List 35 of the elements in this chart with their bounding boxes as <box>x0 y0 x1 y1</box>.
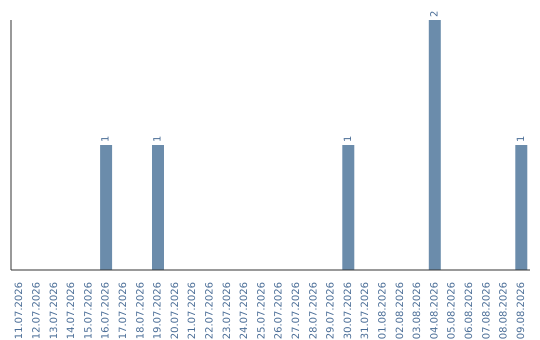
x-tick-label: 23.07.2026 <box>222 282 233 340</box>
x-tick-label: 14.07.2026 <box>66 282 78 340</box>
x-tick-label: 18.07.2026 <box>135 282 146 340</box>
x-tick-label: 28.07.2026 <box>308 282 320 340</box>
x-tick-label: 27.07.2026 <box>290 282 302 340</box>
x-tick-label: 19.07.2026 <box>152 282 164 340</box>
x-tick-label: 08.08.2026 <box>498 282 510 340</box>
x-tick-label: 12.07.2026 <box>31 282 42 340</box>
x-tick-label: 22.07.2026 <box>204 282 216 340</box>
data-label: 1 <box>342 136 354 142</box>
x-tick-label: 20.07.2026 <box>170 282 181 340</box>
x-tick-label: 26.07.2026 <box>274 282 285 340</box>
x-tick-label: 30.07.2026 <box>342 282 354 340</box>
x-tick-label: 31.07.2026 <box>360 282 372 340</box>
x-tick-label: 17.07.2026 <box>118 282 129 340</box>
x-tick-label: 29.07.2026 <box>326 282 337 340</box>
x-tick-label: 01.08.2026 <box>377 282 388 340</box>
data-label: 1 <box>100 136 112 142</box>
x-tick-label: 03.08.2026 <box>412 282 424 340</box>
x-tick-label: 11.07.2026 <box>14 282 26 340</box>
x-tick-label: 07.08.2026 <box>481 282 492 340</box>
x-tick-label: 15.07.2026 <box>83 282 94 340</box>
x-tick-label: 13.07.2026 <box>48 282 60 340</box>
x-tick-label: 21.07.2026 <box>187 282 198 340</box>
x-tick-label: 04.08.2026 <box>429 282 440 340</box>
x-tick-label: 05.08.2026 <box>446 282 458 340</box>
x-tick-label: 02.08.2026 <box>394 282 406 340</box>
data-label: 2 <box>429 10 440 17</box>
x-tick-label: 25.07.2026 <box>256 282 268 340</box>
x-tick-label: 09.08.2026 <box>516 282 527 340</box>
x-tick-label: 16.07.2026 <box>100 282 112 340</box>
x-tick-label: 24.07.2026 <box>239 282 250 340</box>
x-tick-label: 06.08.2026 <box>464 282 475 340</box>
data-label: 1 <box>152 136 164 142</box>
data-label: 1 <box>516 136 527 142</box>
